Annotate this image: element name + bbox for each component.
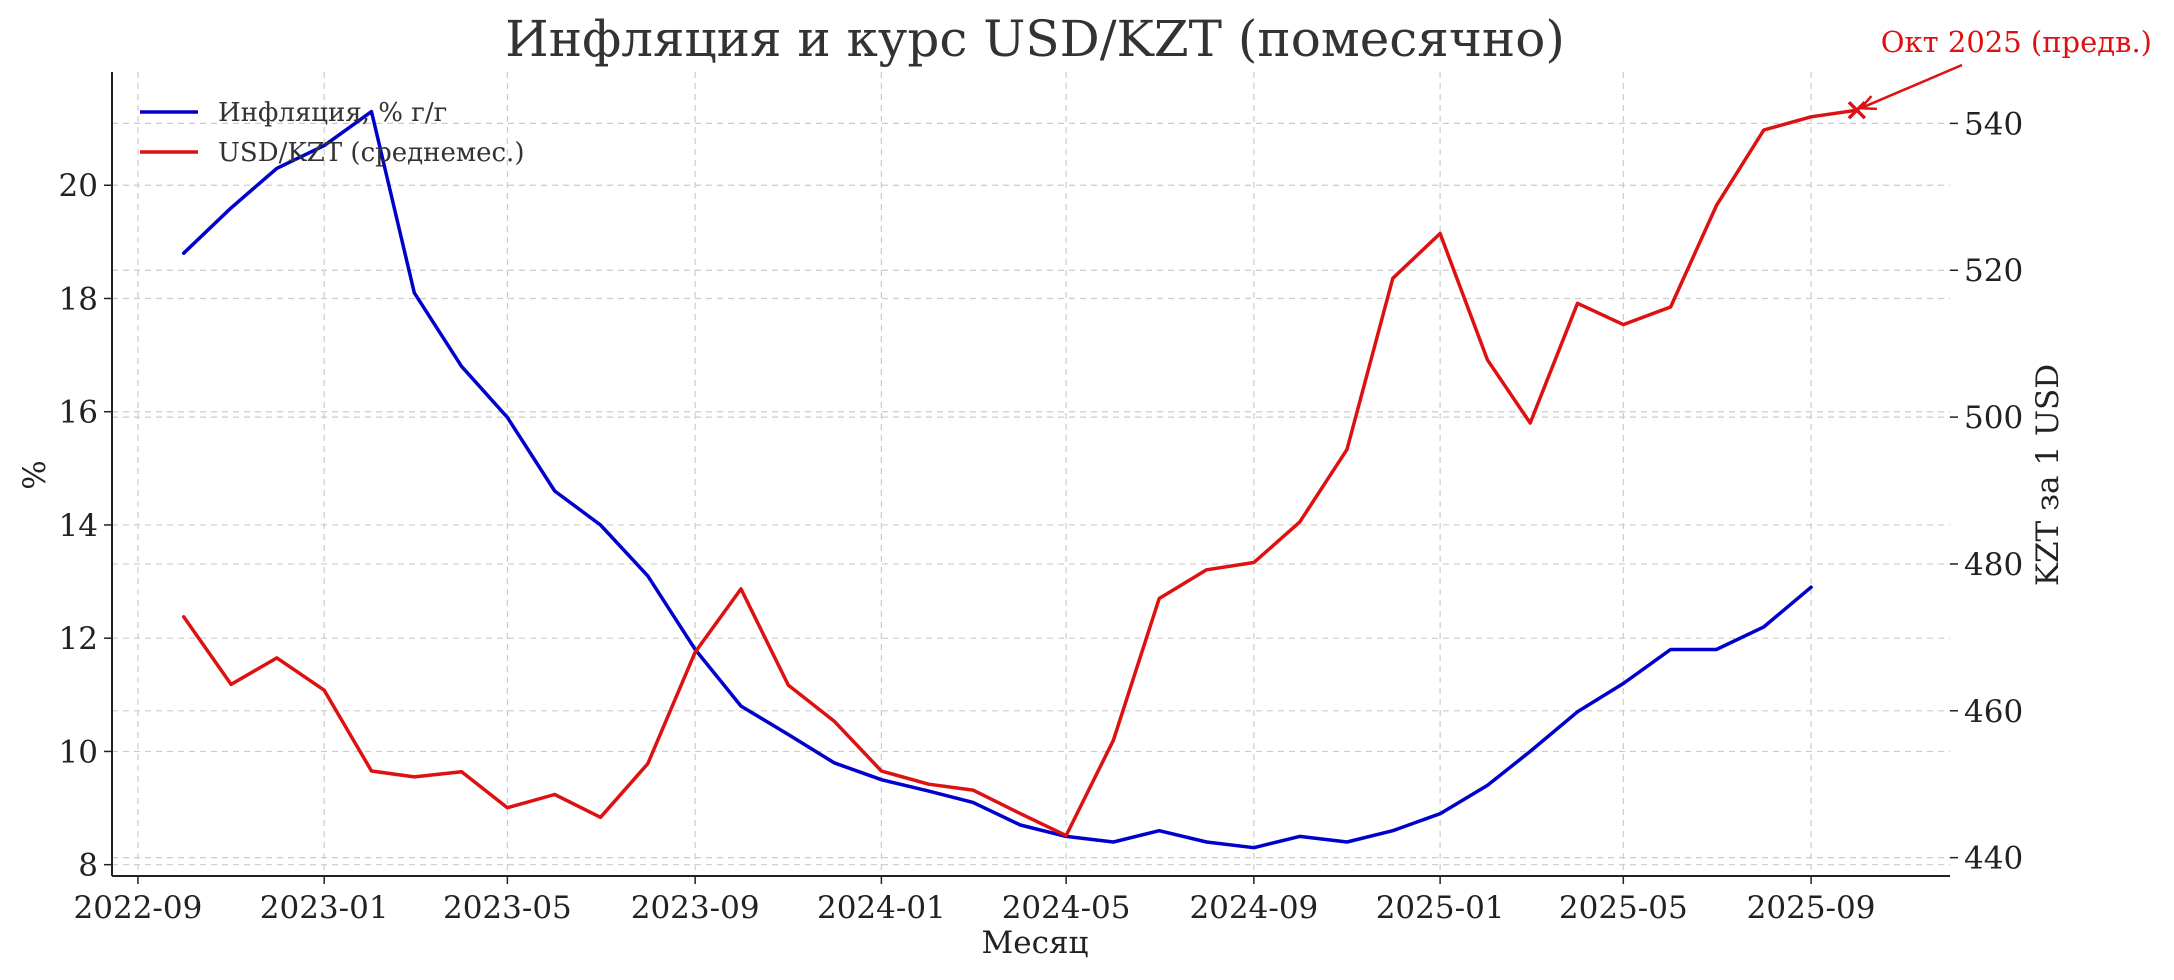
y-right-axis-title: KZT за 1 USD [2030, 364, 2066, 586]
y-left-tick-label: 10 [59, 734, 98, 770]
y-right-tick-label: 500 [1964, 400, 2023, 436]
y-left-tick-label: 18 [59, 281, 98, 317]
series-line-inflation [181, 109, 1813, 850]
annotation-oct-2025: Окт 2025 (предв.) [1847, 25, 2152, 120]
series-lines [181, 108, 1859, 850]
x-tick-label: 2025-09 [1747, 890, 1876, 926]
tick-labels: 2022-09 2023-01 2023-05 2023-09 2024-01 2024-… [59, 106, 2024, 926]
annotation-label: Окт 2025 (предв.) [1881, 25, 2152, 59]
x-tick-label: 2023-01 [260, 890, 389, 926]
y-left-tick-label: 20 [59, 168, 98, 204]
x-tick-label: 2024-09 [1189, 890, 1318, 926]
y-right-tick-label: 520 [1964, 253, 2023, 289]
y-left-tick-label: 8 [78, 848, 98, 884]
x-axis-title: Месяц [982, 925, 1089, 961]
y-left-tick-label: 16 [59, 395, 98, 431]
legend-label-usdkzt: USD/KZT (среднемес.) [218, 138, 524, 168]
x-tick-label: 2024-05 [1002, 890, 1131, 926]
grid-lines [112, 72, 1950, 876]
x-tick-label: 2025-01 [1376, 890, 1505, 926]
y-left-tick-label: 12 [59, 621, 98, 657]
legend-label-inflation: Инфляция, % г/г [218, 98, 447, 128]
x-tick-label: 2025-05 [1559, 890, 1688, 926]
axes [104, 72, 1958, 884]
x-tick-label: 2024-01 [817, 890, 946, 926]
y-right-tick-label: 440 [1964, 841, 2023, 877]
x-tick-label: 2023-05 [443, 890, 572, 926]
x-tick-label: 2023-09 [631, 890, 760, 926]
y-right-tick-label: 460 [1964, 694, 2023, 730]
annotation-x-marker [1847, 100, 1867, 120]
y-right-tick-label: 540 [1964, 106, 2023, 142]
series-line-usdkzt [181, 108, 1859, 838]
y-left-tick-label: 14 [59, 508, 98, 544]
annotation-x-stroke [1847, 100, 1867, 120]
y-left-axis-title: % [17, 460, 53, 489]
x-tick-label: 2022-09 [74, 890, 203, 926]
annotation-arrow [1860, 63, 1963, 110]
chart-title: Инфляция и курс USD/KZT (помесячно) [505, 10, 1565, 68]
legend: Инфляция, % г/г USD/KZT (среднемес.) [140, 98, 524, 168]
y-right-tick-label: 480 [1964, 547, 2023, 583]
